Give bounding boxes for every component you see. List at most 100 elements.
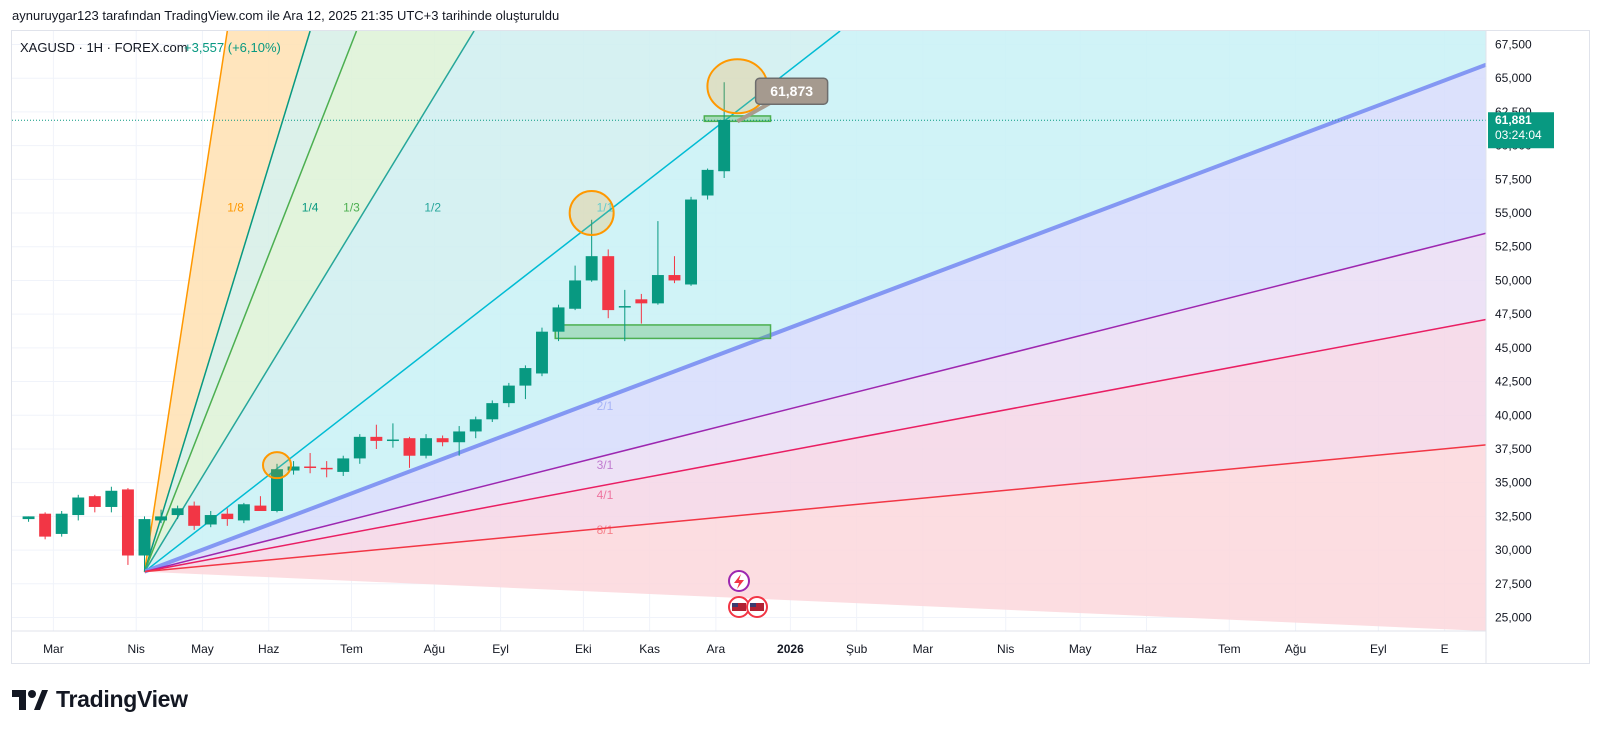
candle — [353, 434, 366, 464]
x-tick-label: Şub — [846, 642, 868, 656]
candle-body — [569, 280, 582, 309]
candle — [386, 423, 399, 448]
x-tick-label: Eki — [575, 642, 592, 656]
chart-legend: XAGUSD · 1H · FOREX.com +3,557 (+6,10%) — [20, 40, 281, 55]
current-price-badge: 61,881 03:24:04 — [1488, 112, 1554, 149]
y-tick-label: 35,000 — [1495, 476, 1532, 490]
candle — [718, 82, 731, 178]
fan-label-1-8: 1/8 — [227, 201, 244, 215]
lightning-glyph — [734, 574, 744, 589]
candle — [237, 502, 250, 524]
fan-label-4-1: 4/1 — [597, 488, 614, 502]
candle — [618, 289, 631, 342]
candle — [403, 436, 416, 468]
candle-body — [403, 438, 416, 456]
x-tick-label: Haz — [1136, 642, 1157, 656]
candle — [685, 196, 697, 286]
candle — [121, 488, 134, 565]
candle — [304, 453, 317, 474]
fan-line-1-8 — [143, 31, 229, 572]
candle-body — [602, 256, 615, 311]
y-tick-label: 57,500 — [1495, 172, 1532, 186]
candle-body — [337, 458, 350, 472]
candle-body — [105, 490, 118, 507]
chart-svg[interactable]: 1/8 1/4 1/3 1/2 1/1 2/1 3/1 4/1 8/1 61,873 67,50… — [12, 31, 1589, 663]
candle-body — [502, 385, 515, 404]
x-tick-label: Eyl — [1370, 642, 1387, 656]
x-tick-label: Tem — [340, 642, 363, 656]
candle-body — [221, 513, 234, 520]
candle-body — [486, 403, 499, 420]
candle — [105, 486, 118, 513]
candle-body — [22, 516, 35, 520]
candle-body — [552, 307, 565, 332]
price-callout: 61,873 — [736, 77, 829, 124]
y-tick-label: 32,500 — [1495, 509, 1532, 523]
candle-body — [204, 515, 217, 525]
y-tick-label: 42,500 — [1495, 375, 1532, 389]
y-tick-label: 47,500 — [1495, 307, 1532, 321]
y-tick-label: 52,500 — [1495, 240, 1532, 254]
candle — [188, 501, 201, 530]
x-tick-label: Nis — [128, 642, 145, 656]
y-tick-label: 37,500 — [1495, 442, 1532, 456]
candle-body — [171, 508, 184, 516]
fan-line-2-1 — [143, 62, 1487, 574]
candle-body — [121, 489, 134, 556]
candle — [39, 512, 52, 540]
x-tick-label: May — [191, 642, 214, 656]
candle-body — [420, 438, 433, 456]
highlight-circle — [261, 451, 292, 480]
badge-countdown: 03:24:04 — [1495, 128, 1542, 142]
candle — [519, 365, 532, 400]
x-tick-label: Haz — [258, 642, 279, 656]
fan-label-1-1: 1/1 — [597, 201, 614, 215]
candle — [552, 304, 565, 342]
candle-body — [39, 513, 52, 537]
x-tick-label: Mar — [43, 642, 64, 656]
candle — [602, 249, 615, 319]
y-tick-label: 27,500 — [1495, 577, 1532, 591]
candle — [254, 496, 267, 511]
fan-label-layer: 1/8 1/4 1/3 1/2 1/1 2/1 3/1 4/1 8/1 — [227, 201, 613, 537]
candle — [585, 219, 598, 282]
gann-fan — [143, 31, 1487, 631]
badge-rect — [1488, 112, 1554, 149]
candle-body — [536, 331, 548, 374]
x-axis: Mar Nis May Haz Tem Ağu Eyl Eki Kas Ara 2026 Şub Mar… — [12, 630, 1486, 656]
candle-body — [635, 299, 648, 304]
candle-body — [254, 505, 267, 511]
candle — [171, 505, 184, 520]
x-tick-label: Mar — [913, 642, 934, 656]
candle — [651, 221, 664, 305]
candle-body — [469, 419, 482, 432]
y-tick-label: 25,000 — [1495, 611, 1532, 625]
candle — [370, 424, 383, 449]
y-tick-label: 67,500 — [1495, 37, 1532, 51]
candle-body — [287, 466, 300, 471]
circle-layer — [261, 58, 769, 480]
fan-label-1-4: 1/4 — [302, 201, 319, 215]
x-tick-label: Ağu — [424, 642, 445, 656]
x-tick-label: Kas — [639, 642, 660, 656]
candle-layer — [22, 82, 731, 572]
candle-body — [701, 169, 714, 196]
y-tick-label: 65,000 — [1495, 71, 1532, 85]
brand-name: TradingView — [56, 686, 188, 712]
x-tick-label: Ara — [707, 642, 726, 656]
chart-change: +3,557 (+6,10%) — [184, 40, 281, 55]
x-tick-label: Eyl — [492, 642, 509, 656]
fan-zone-8-1 — [144, 444, 1486, 631]
candle-body — [370, 436, 383, 441]
callout-label: 61,873 — [770, 83, 813, 99]
candle — [155, 509, 168, 524]
fan-zone-1-1 — [144, 31, 1486, 572]
candle — [320, 461, 333, 478]
chart-frame: 1/8 1/4 1/3 1/2 1/1 2/1 3/1 4/1 8/1 61,873 67,50… — [11, 30, 1590, 664]
tradingview-logo[interactable]: TradingView — [12, 686, 188, 713]
y-axis: 67,50065,00062,50060,00057,50055,00052,5… — [1485, 31, 1532, 663]
y-tick-label: 30,000 — [1495, 543, 1532, 557]
callout-box — [754, 77, 829, 105]
y-tick-label: 55,000 — [1495, 206, 1532, 220]
highlight-circle — [568, 190, 615, 237]
